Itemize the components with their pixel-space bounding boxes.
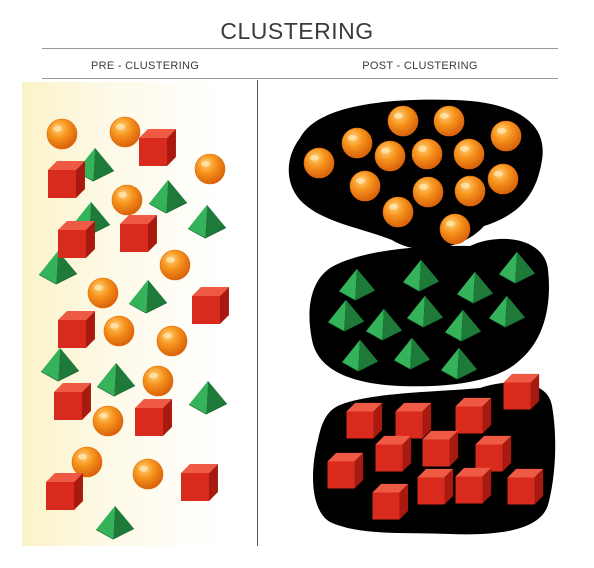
red-cube — [422, 430, 459, 467]
red-cube — [455, 397, 492, 434]
red-cube — [327, 452, 364, 489]
orange-sphere — [349, 170, 381, 202]
green-pyramid — [444, 309, 482, 342]
orange-sphere — [159, 249, 191, 281]
red-cube — [58, 221, 95, 258]
orange-sphere — [132, 458, 164, 490]
column-divider — [257, 80, 258, 546]
green-pyramid — [365, 308, 403, 341]
red-cube — [503, 373, 540, 410]
orange-sphere — [412, 176, 444, 208]
orange-sphere — [103, 315, 135, 347]
red-cube — [192, 287, 229, 324]
orange-sphere — [142, 365, 174, 397]
orange-sphere — [487, 163, 519, 195]
green-pyramid — [187, 204, 227, 239]
header-underline — [42, 78, 558, 79]
red-cube — [120, 215, 157, 252]
green-pyramid — [341, 339, 379, 372]
green-pyramid — [96, 362, 136, 397]
red-cube — [507, 468, 544, 505]
title-underline — [42, 48, 558, 49]
page-title: CLUSTERING — [220, 18, 374, 44]
red-cube — [372, 483, 409, 520]
green-pyramid — [440, 347, 478, 380]
post-clustering-heading: POST - CLUSTERING — [362, 60, 478, 72]
red-cube — [455, 467, 492, 504]
orange-sphere — [303, 147, 335, 179]
green-pyramid — [188, 380, 228, 415]
orange-sphere — [156, 325, 188, 357]
red-cube — [139, 129, 176, 166]
green-pyramid — [488, 295, 526, 328]
orange-sphere — [111, 184, 143, 216]
orange-sphere — [46, 118, 78, 150]
green-pyramid — [338, 268, 376, 301]
red-cube — [395, 402, 432, 439]
orange-sphere — [453, 138, 485, 170]
green-pyramid — [38, 250, 78, 285]
red-cube — [58, 311, 95, 348]
orange-sphere — [87, 277, 119, 309]
red-cube — [46, 473, 83, 510]
red-cube — [135, 399, 172, 436]
green-pyramid — [393, 337, 431, 370]
orange-sphere — [433, 105, 465, 137]
orange-sphere — [341, 127, 373, 159]
red-cube — [54, 383, 91, 420]
orange-sphere — [71, 446, 103, 478]
green-pyramid — [95, 505, 135, 540]
green-pyramid — [456, 271, 494, 304]
orange-sphere — [382, 196, 414, 228]
orange-sphere — [92, 405, 124, 437]
red-cube — [346, 402, 383, 439]
orange-sphere — [454, 175, 486, 207]
green-pyramid — [40, 347, 80, 382]
orange-sphere — [411, 138, 443, 170]
red-cube — [417, 468, 454, 505]
green-pyramid — [327, 299, 365, 332]
red-cube — [181, 464, 218, 501]
green-pyramid — [406, 295, 444, 328]
orange-sphere — [490, 120, 522, 152]
orange-sphere — [387, 105, 419, 137]
orange-sphere — [109, 116, 141, 148]
green-pyramid — [498, 251, 536, 284]
orange-sphere — [194, 153, 226, 185]
red-cube — [475, 435, 512, 472]
pre-clustering-heading: PRE - CLUSTERING — [90, 60, 200, 72]
orange-sphere — [439, 213, 471, 245]
red-cube — [375, 435, 412, 472]
red-cube — [48, 161, 85, 198]
green-pyramid — [128, 279, 168, 314]
green-pyramid — [148, 179, 188, 214]
orange-sphere — [374, 140, 406, 172]
green-pyramid — [402, 259, 440, 292]
